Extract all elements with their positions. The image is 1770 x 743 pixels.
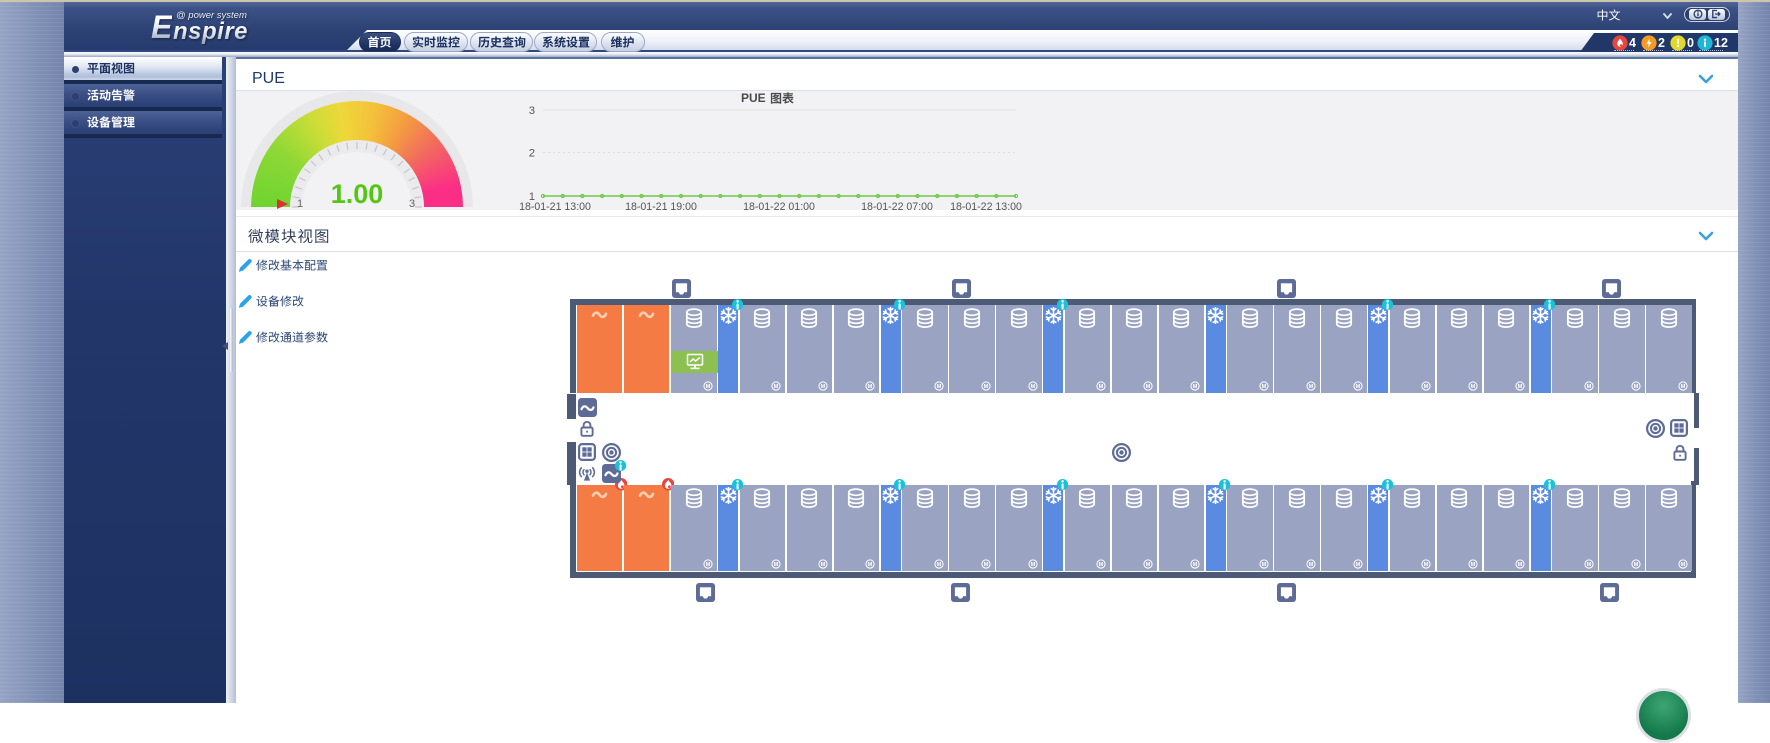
svg-text:18-01-21 19:00: 18-01-21 19:00 <box>625 201 697 213</box>
svg-text:M: M <box>705 384 710 390</box>
svg-text:M: M <box>1633 562 1638 568</box>
svg-text:M: M <box>1355 384 1360 390</box>
svg-text:M: M <box>1633 384 1638 390</box>
svg-text:M: M <box>1030 562 1035 568</box>
svg-text:M: M <box>1518 562 1523 568</box>
svg-text:M: M <box>983 562 988 568</box>
svg-text:M: M <box>1424 562 1429 568</box>
svg-text:M: M <box>1261 562 1266 568</box>
svg-text:M: M <box>1099 562 1104 568</box>
svg-text:M: M <box>1193 562 1198 568</box>
svg-text:M: M <box>983 384 988 390</box>
svg-text:M: M <box>1586 384 1591 390</box>
svg-text:M: M <box>868 384 873 390</box>
svg-text:M: M <box>936 384 941 390</box>
svg-text:M: M <box>1261 384 1266 390</box>
svg-text:18-01-22 01:00: 18-01-22 01:00 <box>743 201 815 213</box>
svg-text:M: M <box>1680 562 1685 568</box>
svg-text:18-01-22 13:00: 18-01-22 13:00 <box>950 201 1022 213</box>
svg-text:18-01-22 07:00: 18-01-22 07:00 <box>861 201 933 213</box>
svg-text:M: M <box>821 384 826 390</box>
svg-text:M: M <box>1030 384 1035 390</box>
svg-text:M: M <box>774 384 779 390</box>
svg-text:18-01-21 13:00: 18-01-21 13:00 <box>519 201 591 213</box>
svg-text:M: M <box>1586 562 1591 568</box>
svg-text:M: M <box>1680 384 1685 390</box>
svg-text:1: 1 <box>529 191 535 203</box>
svg-text:M: M <box>705 562 710 568</box>
svg-text:3: 3 <box>529 105 535 117</box>
svg-text:M: M <box>1146 384 1151 390</box>
svg-text:M: M <box>821 562 826 568</box>
svg-text:M: M <box>1193 384 1198 390</box>
svg-text:2: 2 <box>529 148 535 160</box>
svg-text:M: M <box>1471 562 1476 568</box>
svg-text:M: M <box>1355 562 1360 568</box>
svg-text:M: M <box>1518 384 1523 390</box>
svg-text:M: M <box>1099 384 1104 390</box>
svg-text:M: M <box>1471 384 1476 390</box>
svg-text:M: M <box>1308 384 1313 390</box>
svg-text:M: M <box>868 562 873 568</box>
svg-text:M: M <box>1424 384 1429 390</box>
svg-text:M: M <box>936 562 941 568</box>
svg-text:M: M <box>774 562 779 568</box>
svg-text:M: M <box>1308 562 1313 568</box>
svg-text:M: M <box>1146 562 1151 568</box>
